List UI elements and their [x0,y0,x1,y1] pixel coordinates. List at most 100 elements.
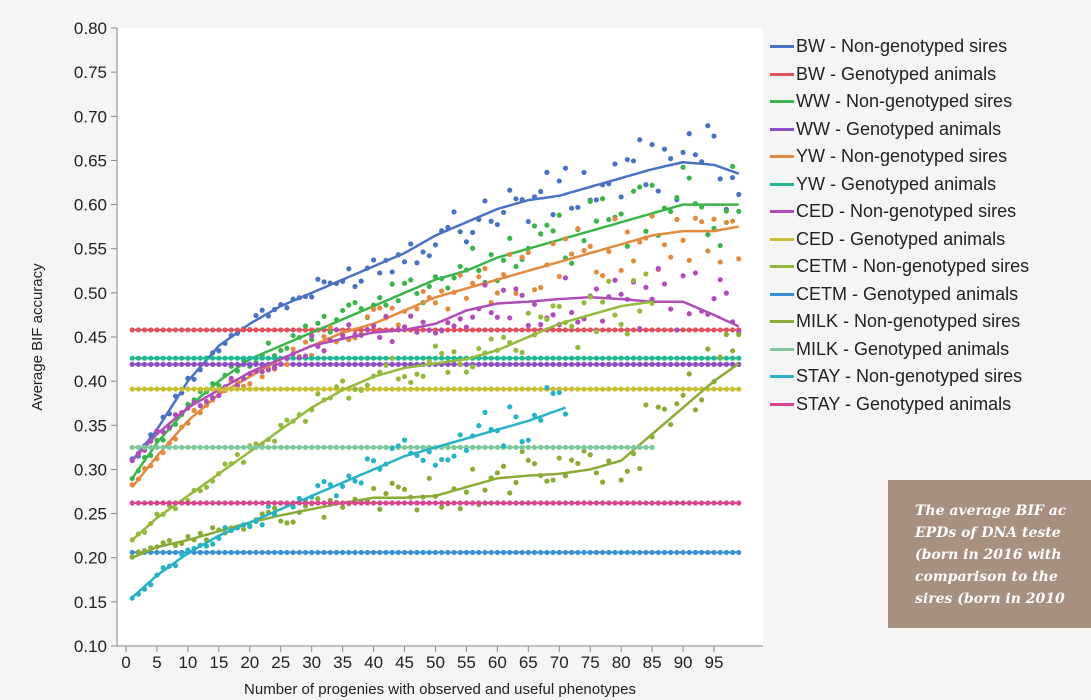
data-point [581,500,587,506]
data-point [179,444,185,450]
data-point [432,386,439,392]
data-point [265,367,271,373]
data-point [630,386,637,392]
data-point [296,361,302,367]
data-point [717,500,723,506]
data-point [525,355,531,361]
data-point [612,355,618,361]
y-tick-label: 0.60 [74,196,107,215]
data-point [550,361,556,367]
data-point [389,549,395,556]
data-point [637,137,643,143]
data-point [333,384,340,390]
data-point [581,169,587,176]
data-point [216,392,222,399]
data-point [513,414,519,420]
data-point [346,355,352,361]
data-point [476,327,482,333]
legend-swatch [770,320,794,324]
data-point [228,386,234,392]
data-point [210,327,216,333]
data-point [494,361,500,367]
data-point [247,523,253,530]
data-point [172,444,179,450]
data-point [185,533,191,540]
data-point [717,277,723,283]
data-point [247,549,253,556]
data-point [494,470,500,476]
data-point [643,444,649,450]
data-point [692,500,699,506]
data-point [352,386,358,392]
data-point [197,444,203,450]
legend-swatch [770,72,794,76]
data-point [569,457,575,463]
data-point [643,327,649,333]
data-point [668,156,674,162]
data-point [352,299,358,306]
data-point [340,355,346,361]
data-point [302,444,309,450]
data-point [445,285,451,291]
data-point [606,444,612,450]
x-tick-label: 75 [581,653,600,672]
data-point [389,386,395,392]
data-point [513,196,519,202]
data-point [470,327,476,333]
data-point [222,355,228,361]
data-point [476,386,482,392]
data-point [562,386,569,392]
data-point [191,500,197,506]
data-point [247,355,253,361]
data-point [370,323,377,329]
data-point [234,549,241,556]
data-point [271,549,278,556]
data-point [135,444,141,450]
data-point [432,330,439,336]
data-point [321,361,327,367]
data-point [439,386,445,392]
data-point [494,314,500,320]
data-point [587,500,593,506]
data-point [457,432,463,438]
data-point [451,386,457,392]
data-point [315,320,321,326]
data-point [432,300,439,306]
data-point [674,401,680,407]
data-point [736,500,742,506]
data-point [736,549,742,556]
data-point [210,395,216,401]
data-point [606,248,612,255]
data-point [203,386,210,392]
data-point [705,361,711,367]
data-point [525,249,531,256]
data-point [575,500,581,506]
data-point [271,444,278,450]
data-point [637,355,643,361]
data-point [531,327,538,333]
data-point [290,332,296,339]
data-point [581,444,587,450]
data-point [241,361,247,367]
data-point [203,444,210,450]
data-point [203,500,210,506]
x-tick-label: 0 [121,653,130,672]
data-point [668,361,674,367]
data-point [525,361,531,367]
data-point [191,386,197,392]
data-point [692,361,699,367]
data-point [364,386,370,392]
data-point [661,361,668,367]
data-point [203,361,210,367]
data-point [643,386,649,392]
data-point [630,277,637,284]
data-point [408,241,414,247]
data-point [699,549,705,556]
data-point [705,549,711,556]
data-point [575,386,581,392]
data-point [197,549,203,556]
data-point [661,146,668,152]
data-point [247,500,253,506]
data-point [265,340,271,346]
data-point [302,323,309,329]
